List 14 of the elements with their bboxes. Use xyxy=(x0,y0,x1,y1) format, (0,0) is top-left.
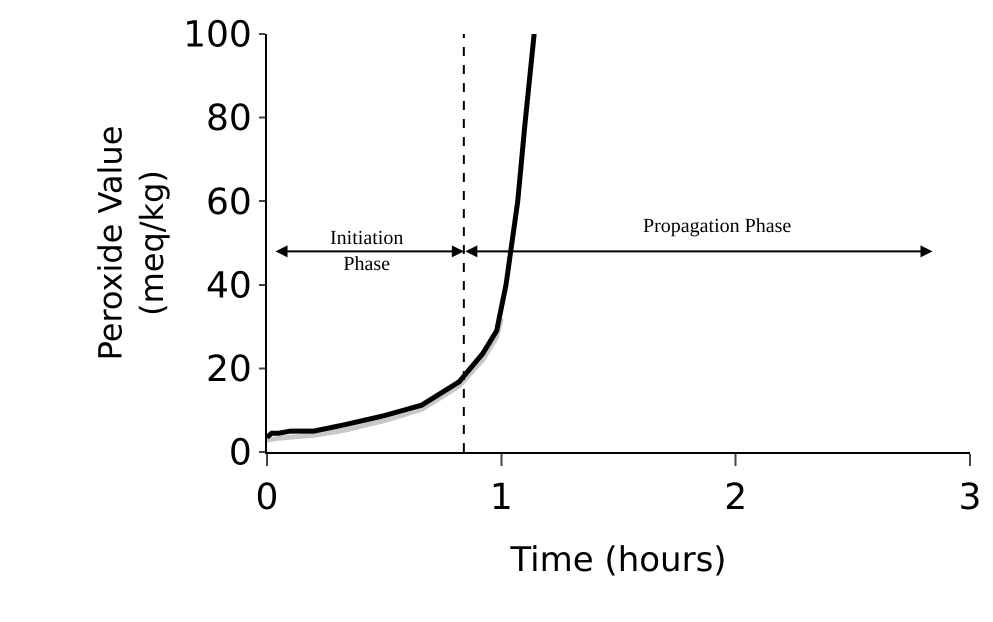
annotation: Initiation Phase xyxy=(330,227,404,275)
y-axis-title: Peroxide Value (meq/kg) xyxy=(91,126,171,360)
y-tick-label: 40 xyxy=(206,265,252,306)
x-axis-title: Time (hours) xyxy=(509,540,727,580)
x-tick-label: 3 xyxy=(958,477,982,518)
y-tick-label: 100 xyxy=(183,14,252,56)
x-tick-label: 0 xyxy=(256,477,278,518)
x-tick-label: 2 xyxy=(724,477,748,518)
x-tick-label: 1 xyxy=(490,477,513,518)
y-tick-label: 60 xyxy=(206,182,252,223)
y-tick-label: 0 xyxy=(228,432,252,474)
y-tick-label: 80 xyxy=(206,98,252,140)
y-tick-label: 20 xyxy=(206,349,252,390)
annotation: Propagation Phase xyxy=(643,215,792,237)
